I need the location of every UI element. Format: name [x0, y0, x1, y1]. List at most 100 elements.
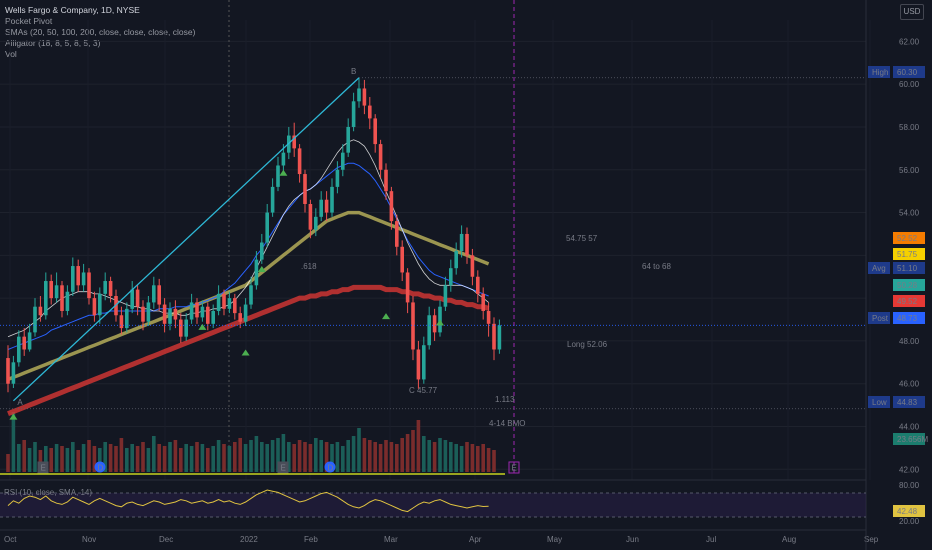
volume-bar [368, 440, 372, 472]
pocket-pivot-marker [257, 266, 266, 273]
time-tick-label: Mar [384, 535, 398, 544]
pocket-pivot-marker [9, 413, 18, 420]
legend-pocket-pivot[interactable]: Pocket Pivot [5, 16, 53, 26]
candle-body [308, 204, 313, 230]
candle-body [103, 281, 107, 294]
candle-body [49, 281, 53, 299]
candle-body [65, 291, 70, 311]
time-tick-label: Apr [469, 535, 482, 544]
price-tick-label: 44.00 [899, 423, 920, 432]
candle-body [303, 174, 307, 204]
volume-bar [378, 444, 383, 472]
volume-bar [432, 442, 437, 472]
volume-bar [411, 430, 415, 472]
time-tick-label: Aug [782, 535, 796, 544]
candle-body [157, 285, 161, 305]
candle-body [378, 144, 383, 170]
volume-bar [400, 438, 404, 472]
volume-bar [265, 444, 269, 472]
volume-bar [260, 442, 264, 472]
point-c-label: C 45.77 [409, 386, 438, 395]
candle-body [492, 323, 496, 350]
candle-body [341, 152, 345, 170]
post-tag-box [893, 312, 925, 324]
candle-body [497, 325, 502, 350]
candle-body [416, 349, 421, 380]
volume-bar [459, 446, 464, 472]
candle-body [81, 272, 86, 286]
volume-bar [373, 442, 377, 472]
volume-bar [405, 434, 410, 472]
earnings-marker[interactable] [508, 461, 520, 474]
candle-body [233, 298, 237, 314]
high-tag-box [893, 66, 925, 78]
sma100-tag-value: 52.52 [897, 234, 918, 243]
volume-bar [319, 440, 323, 472]
volume-bar [76, 450, 80, 472]
volume-bar [157, 444, 161, 472]
volume-bar [206, 448, 210, 472]
legend-alligator[interactable]: Alligator (18, 8, 5, 8, 5, 3) [5, 38, 101, 48]
time-tick-label: Oct [4, 535, 17, 544]
volume-bar [276, 438, 280, 472]
candle-body [319, 199, 323, 217]
legend-vol[interactable]: Vol [5, 49, 17, 59]
candle-body [92, 298, 97, 316]
volume-bar [292, 444, 296, 472]
volume-bar [486, 448, 491, 472]
volume-bar [114, 446, 118, 472]
candle-body [17, 336, 21, 363]
candle-body [238, 313, 242, 322]
range-label: 64 to 68 [642, 262, 671, 271]
dividend-marker[interactable] [94, 461, 106, 473]
candle-body [459, 233, 464, 252]
volume-bar [211, 446, 215, 472]
volume-bar [98, 448, 102, 472]
sma50-tag-box [893, 248, 925, 260]
candle-body [351, 101, 356, 127]
candle-body [362, 88, 367, 106]
candle-body [276, 165, 280, 187]
volume-bar [130, 444, 134, 472]
high-tag-value: 60.30 [897, 68, 918, 77]
candle-body [465, 233, 469, 256]
chart-legend: Wells Fargo & Company, 1D, NYSE Pocket P… [5, 5, 195, 60]
volume-bar [222, 444, 226, 472]
earnings-marker[interactable] [37, 461, 49, 474]
candle-body [108, 281, 113, 296]
point-a-label: A [17, 398, 23, 407]
currency-button[interactable]: USD [900, 4, 924, 20]
price-tick-label: 56.00 [899, 166, 920, 175]
rsi-value: 42.48 [897, 507, 918, 516]
volume-bar [173, 440, 178, 472]
volume-bar [44, 446, 48, 472]
candle-body [152, 285, 156, 303]
volume-bar [162, 446, 167, 472]
candle-body [481, 293, 485, 311]
rsi-value-box [893, 505, 925, 517]
volume-bar [54, 444, 59, 472]
candle-body [400, 246, 404, 273]
legend-smas[interactable]: SMAs (20, 50, 100, 200, close, close, cl… [5, 27, 196, 37]
candle-body [314, 216, 318, 230]
volume-bar [92, 446, 97, 472]
time-tick-label: Feb [304, 535, 318, 544]
candle-body [119, 315, 124, 329]
candle-body [454, 251, 458, 269]
earnings-marker[interactable] [277, 461, 289, 474]
candle-body [373, 118, 377, 145]
candle-body [216, 293, 221, 311]
volume-bar [146, 448, 151, 472]
candle-body [384, 169, 388, 192]
time-tick-label: Dec [159, 535, 173, 544]
time-tick-label: 2022 [240, 535, 258, 544]
candle-body [292, 135, 296, 149]
volume-bar [416, 420, 421, 472]
volume-bar [335, 442, 340, 472]
sma50-tag-value: 51.75 [897, 250, 918, 259]
avg-tag-box [893, 262, 925, 274]
volume-bar [341, 446, 345, 472]
sma100-tag-box [893, 232, 925, 244]
dividend-marker[interactable] [324, 461, 336, 473]
